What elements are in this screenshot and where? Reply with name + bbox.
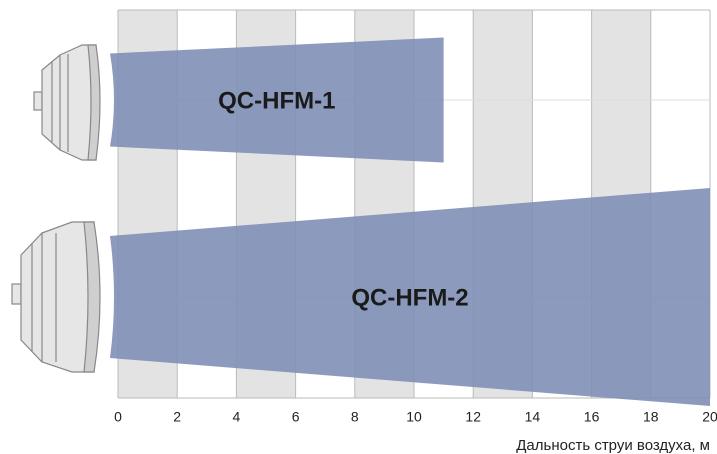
x-tick-label: 8 <box>351 409 359 425</box>
bar <box>110 188 710 406</box>
x-tick-label: 18 <box>643 409 659 425</box>
bar <box>110 37 444 163</box>
x-tick-label: 14 <box>525 409 541 425</box>
x-tick-label: 16 <box>584 409 600 425</box>
x-tick-label: 4 <box>233 409 241 425</box>
category-label: QC-HFM-2 <box>351 284 468 311</box>
x-tick-label: 20 <box>702 409 717 425</box>
x-tick-label: 0 <box>114 409 122 425</box>
x-axis-title: Дальность струи воздуха, м <box>516 437 710 454</box>
device-icon <box>33 44 101 161</box>
x-tick-label: 12 <box>465 409 481 425</box>
labels: 0 2 4 6 8 10 12 14 16 18 20 QC-HFM-1 QC-HFM-2 <box>114 87 717 424</box>
x-tick-label: 2 <box>173 409 181 425</box>
x-tick-label: 6 <box>292 409 300 425</box>
bars <box>110 37 710 406</box>
x-tick-label: 10 <box>406 409 422 425</box>
category-label: QC-HFM-1 <box>218 87 335 114</box>
device-icon <box>11 221 101 373</box>
